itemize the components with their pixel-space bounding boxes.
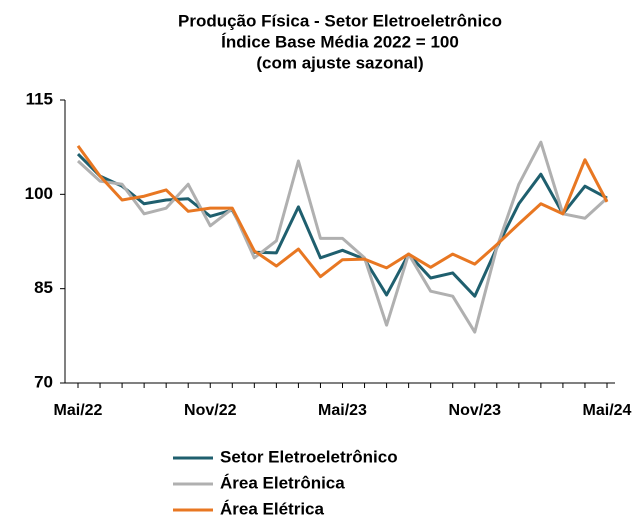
y-tick-label: 85 <box>34 278 53 297</box>
series-line <box>76 145 609 279</box>
legend-label: Área Elétrica <box>220 499 324 517</box>
chart-title: Produção Física - Setor Eletroeletrônico <box>178 11 502 30</box>
x-tick-label: Mai/23 <box>318 402 367 419</box>
x-tick-label: Mai/24 <box>583 402 632 419</box>
chart-title: Índice Base Média 2022 = 100 <box>221 32 459 51</box>
series-line <box>76 153 608 298</box>
series-line <box>76 140 609 334</box>
chart-title: (com ajuste sazonal) <box>256 53 423 72</box>
x-tick-label: Nov/22 <box>184 402 237 419</box>
legend-label: Setor Eletroeletrônico <box>220 447 398 466</box>
legend-label: Área Eletrônica <box>220 473 345 492</box>
x-tick-label: Mai/22 <box>54 402 103 419</box>
y-tick-label: 70 <box>34 372 53 391</box>
x-tick-label: Nov/23 <box>449 402 502 419</box>
y-tick-label: 100 <box>25 184 53 203</box>
y-tick-label: 115 <box>26 89 53 108</box>
